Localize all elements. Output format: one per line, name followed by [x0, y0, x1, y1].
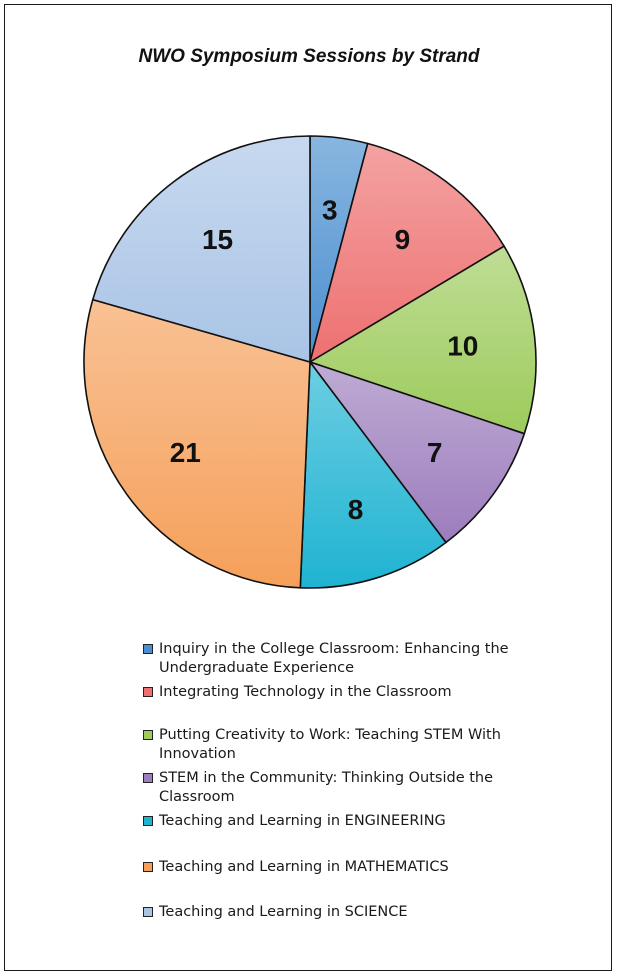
legend-label: Teaching and Learning in ENGINEERING: [159, 813, 446, 829]
pie-slice: [309, 361, 526, 544]
pie-slice: [309, 142, 505, 363]
legend-item: STEM in the Community: Thinking Outside …: [143, 769, 544, 807]
slice-value-label: 7: [427, 437, 443, 468]
legend-label: Putting Creativity to Work: Teaching STE…: [159, 727, 501, 762]
legend-item: Teaching and Learning in SCIENCE: [143, 903, 544, 922]
slice-value-label: 3: [322, 195, 338, 226]
legend-label: Teaching and Learning in SCIENCE: [159, 904, 408, 920]
chart-title: NWO Symposium Sessions by Strand: [138, 46, 480, 67]
slice-value-label: 15: [202, 224, 233, 255]
pie-slice: [91, 135, 311, 363]
legend-swatch: [143, 644, 153, 654]
legend-swatch: [143, 907, 153, 917]
slice-value-label: 10: [447, 330, 478, 361]
pie-slice: [299, 361, 447, 589]
slice-value-label: 21: [170, 437, 201, 468]
pie-slice: [309, 245, 537, 435]
legend-swatch: [143, 730, 153, 740]
legend-swatch: [143, 816, 153, 826]
legend-item: Teaching and Learning in MATHEMATICS: [143, 858, 544, 877]
legend-label: Integrating Technology in the Classroom: [159, 684, 452, 700]
pie-slice: [83, 298, 311, 589]
legend-item: Putting Creativity to Work: Teaching STE…: [143, 726, 544, 764]
legend-swatch: [143, 862, 153, 872]
slice-value-label: 9: [395, 224, 411, 255]
legend-swatch: [143, 687, 153, 697]
legend-item: Integrating Technology in the Classroom: [143, 683, 544, 702]
legend-label: STEM in the Community: Thinking Outside …: [159, 770, 494, 805]
legend-label: Inquiry in the College Classroom: Enhanc…: [159, 641, 509, 676]
legend-item: Inquiry in the College Classroom: Enhanc…: [143, 640, 544, 678]
legend-item: Teaching and Learning in ENGINEERING: [143, 812, 544, 831]
legend-label: Teaching and Learning in MATHEMATICS: [159, 859, 449, 875]
slice-value-label: 8: [348, 494, 364, 525]
legend-swatch: [143, 773, 153, 783]
